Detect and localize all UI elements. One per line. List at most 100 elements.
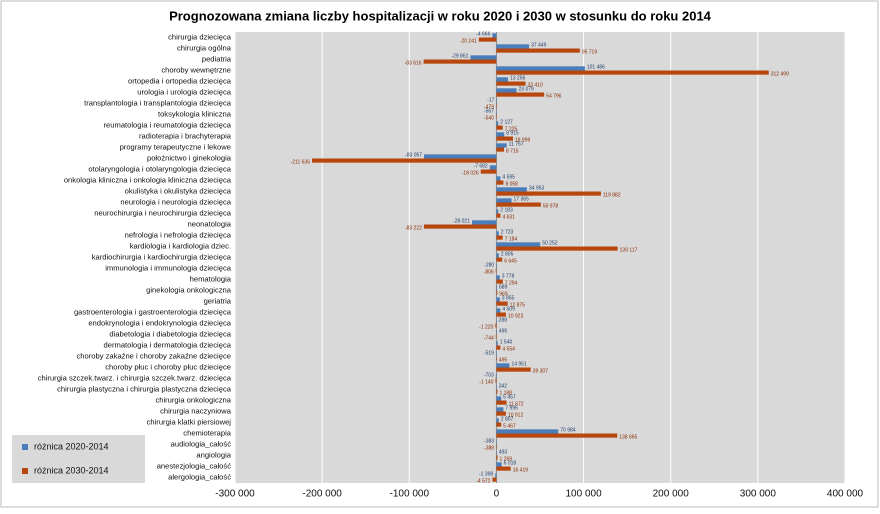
bar	[496, 77, 508, 82]
bar	[496, 231, 499, 236]
value-label: 14 951	[511, 362, 527, 368]
value-label: -18 026	[462, 170, 479, 176]
value-label: 11 672	[509, 401, 524, 407]
value-label: 33 410	[528, 82, 544, 88]
category-label: położnictwo i ginekologia	[147, 154, 232, 163]
bar	[496, 125, 503, 130]
category-label: gastroenterologia i gastroenterologia dz…	[74, 308, 232, 317]
bar	[496, 66, 585, 71]
bar	[496, 147, 505, 152]
bar	[496, 301, 508, 306]
x-tick-label: 100 000	[565, 489, 602, 500]
bar	[496, 70, 769, 75]
category-label: programy terapeutyczne i lekowe	[120, 143, 231, 152]
value-label: -388	[484, 445, 494, 451]
bar	[496, 455, 498, 460]
value-label: 18 999	[515, 137, 531, 143]
bar	[496, 180, 504, 185]
value-label: 1 540	[500, 340, 513, 346]
legend-swatch	[22, 444, 28, 450]
value-label: -4 572	[476, 478, 490, 484]
x-tick-label: 0	[494, 489, 500, 500]
value-label: -280	[484, 263, 494, 269]
category-label: neurologia i neurologia dziecięca	[120, 198, 231, 207]
category-label: ginekologia onkologiczna	[146, 286, 232, 295]
category-label: chirurgia plastyczna i chirurgia plastyc…	[57, 385, 232, 394]
value-label: 2 127	[500, 120, 513, 126]
value-label: 101 486	[587, 65, 605, 71]
bar	[496, 462, 502, 467]
bar	[495, 110, 497, 115]
category-label: anestezjologia_całość	[157, 462, 232, 471]
bar	[496, 132, 505, 137]
bar	[496, 48, 580, 53]
category-label: chirurgia dziecięca	[168, 33, 232, 42]
category-label: hematologia	[190, 275, 232, 284]
value-label: 95 719	[582, 49, 598, 55]
x-tick-label: 400 000	[827, 489, 864, 500]
category-label: geriatria	[204, 297, 232, 306]
bar	[496, 389, 498, 394]
value-label: 5 457	[503, 395, 516, 401]
chart-title: Prognozowana zmiana liczby hospitalizacj…	[169, 8, 712, 23]
value-label: -806	[484, 269, 494, 275]
value-label: 13 256	[510, 76, 526, 82]
category-label: dermatologia i dermatologia dziecięca	[104, 341, 232, 350]
bar	[496, 235, 503, 240]
value-label: 6 018	[504, 461, 517, 467]
bar	[496, 202, 541, 207]
category-label: chirurgia klatki piersiowej	[147, 418, 232, 427]
category-label: neurochirurgia i neurochirurgia dziecięc…	[94, 209, 232, 218]
value-label: 17 365	[514, 197, 530, 203]
category-label: chirurgia szczek.twarz. i chirurgia szcz…	[38, 374, 232, 383]
bar	[424, 154, 497, 159]
category-label: endokrynologia i endokrynologia dziecięc…	[88, 319, 231, 328]
value-label: 969	[499, 291, 508, 297]
value-label: 689	[499, 285, 508, 291]
bar	[496, 356, 497, 361]
bar	[496, 136, 513, 141]
value-label: 8 915	[506, 131, 519, 137]
category-label: kardiochirurgia i kardiochirurgia dzieci…	[92, 253, 232, 262]
category-label: audiologia_całość	[171, 440, 232, 449]
value-label: 7 995	[505, 406, 518, 412]
value-label: 4 554	[502, 346, 515, 352]
value-label: -1 220	[479, 324, 493, 330]
category-label: neonatologia	[188, 220, 232, 229]
bar	[496, 81, 526, 86]
bar	[496, 440, 497, 445]
bar	[496, 341, 498, 346]
value-label: -20 241	[460, 38, 477, 44]
bar	[489, 165, 497, 170]
value-label: 39 307	[533, 368, 549, 374]
bar	[496, 121, 499, 126]
value-label: 4 631	[502, 214, 515, 220]
category-label: onkologia kliniczna i onkologia kliniczn…	[64, 176, 232, 185]
bar	[496, 143, 507, 148]
bar	[495, 378, 497, 383]
category-label: kardiologia i kardiologia dziec.	[130, 242, 231, 251]
bar	[496, 429, 559, 434]
category-label: chemioterapia	[183, 429, 231, 438]
value-label: 7 294	[505, 280, 518, 286]
bar	[496, 319, 497, 324]
value-label: -567	[484, 109, 494, 115]
value-label: 312 499	[771, 71, 789, 77]
bar	[496, 44, 530, 49]
value-label: 10 912	[508, 412, 524, 418]
bar	[495, 334, 497, 339]
category-label: toksykologia kliniczna	[158, 110, 232, 119]
bar	[496, 99, 497, 104]
value-label: 5 467	[503, 423, 516, 429]
bar	[496, 253, 499, 258]
value-label: -1 398	[479, 472, 493, 478]
bar	[495, 374, 497, 379]
value-label: 2 807	[501, 417, 514, 423]
bar	[495, 352, 497, 357]
bar	[496, 92, 545, 97]
bar	[496, 308, 501, 313]
value-label: 138 665	[619, 434, 637, 440]
value-label: 493	[499, 450, 508, 456]
x-tick-label: -200 000	[302, 489, 342, 500]
bar	[496, 418, 499, 423]
